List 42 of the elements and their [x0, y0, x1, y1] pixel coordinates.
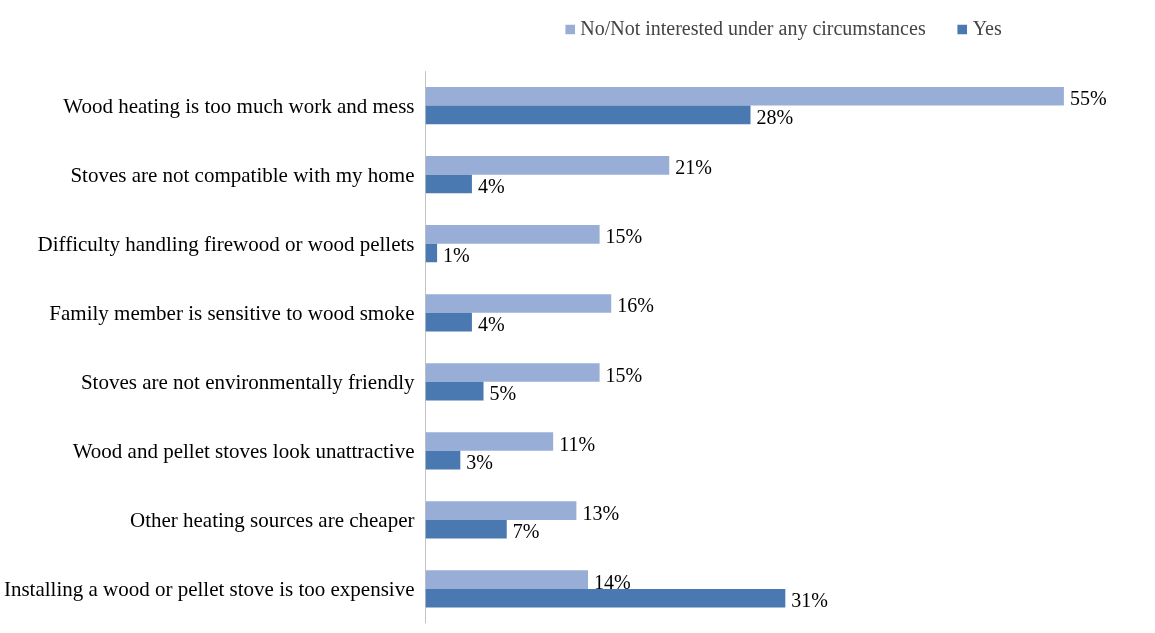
y-tick-label: Difficulty handling firewood or wood pellets — [37, 231, 415, 256]
bar — [425, 312, 472, 332]
y-tick-label: Stoves are not compatible with my home — [70, 162, 415, 187]
data-label: 15% — [605, 363, 643, 386]
bar — [425, 501, 577, 520]
bar — [425, 381, 484, 401]
data-label: 15% — [605, 225, 643, 248]
y-tick-label: Installing a wood or pellet stove is too expensive — [3, 576, 415, 601]
data-label: 21% — [675, 156, 712, 179]
y-tick-label: Stoves are not environmentally friendly — [80, 369, 415, 394]
bar — [425, 225, 600, 244]
bar — [425, 588, 786, 608]
legend-label: No/Not interested under any circumstances — [580, 17, 926, 40]
bar — [425, 363, 600, 382]
bar — [425, 156, 670, 175]
data-label: 31% — [791, 589, 828, 612]
data-label: 1% — [443, 244, 470, 267]
y-tick-label: Family member is sensitive to wood smoke — [49, 300, 415, 325]
data-label: 16% — [617, 294, 654, 317]
bar — [425, 519, 507, 539]
data-label: 4% — [477, 174, 505, 197]
data-label: 55% — [1069, 87, 1107, 110]
legend-label: Yes — [972, 17, 1002, 40]
data-label: 28% — [756, 105, 794, 128]
bar — [425, 105, 751, 125]
bar — [425, 570, 588, 589]
bar — [425, 450, 461, 470]
bar — [425, 432, 554, 451]
bar — [425, 243, 438, 263]
bar — [425, 86, 1064, 106]
bar — [425, 294, 612, 313]
data-label: 13% — [582, 501, 620, 524]
bar — [425, 174, 472, 194]
y-tick-label: Wood heating is too much work and mess — [63, 93, 415, 118]
y-tick-label: Other heating sources are cheaper — [129, 507, 415, 532]
data-label: 11% — [559, 432, 596, 455]
y-tick-label: Wood and pellet stoves look unattractive — [72, 438, 415, 463]
data-label: 14% — [594, 570, 631, 593]
data-label: 5% — [489, 382, 517, 405]
data-label: 4% — [477, 313, 505, 336]
data-label: 7% — [512, 520, 540, 543]
data-label: 3% — [466, 451, 493, 474]
